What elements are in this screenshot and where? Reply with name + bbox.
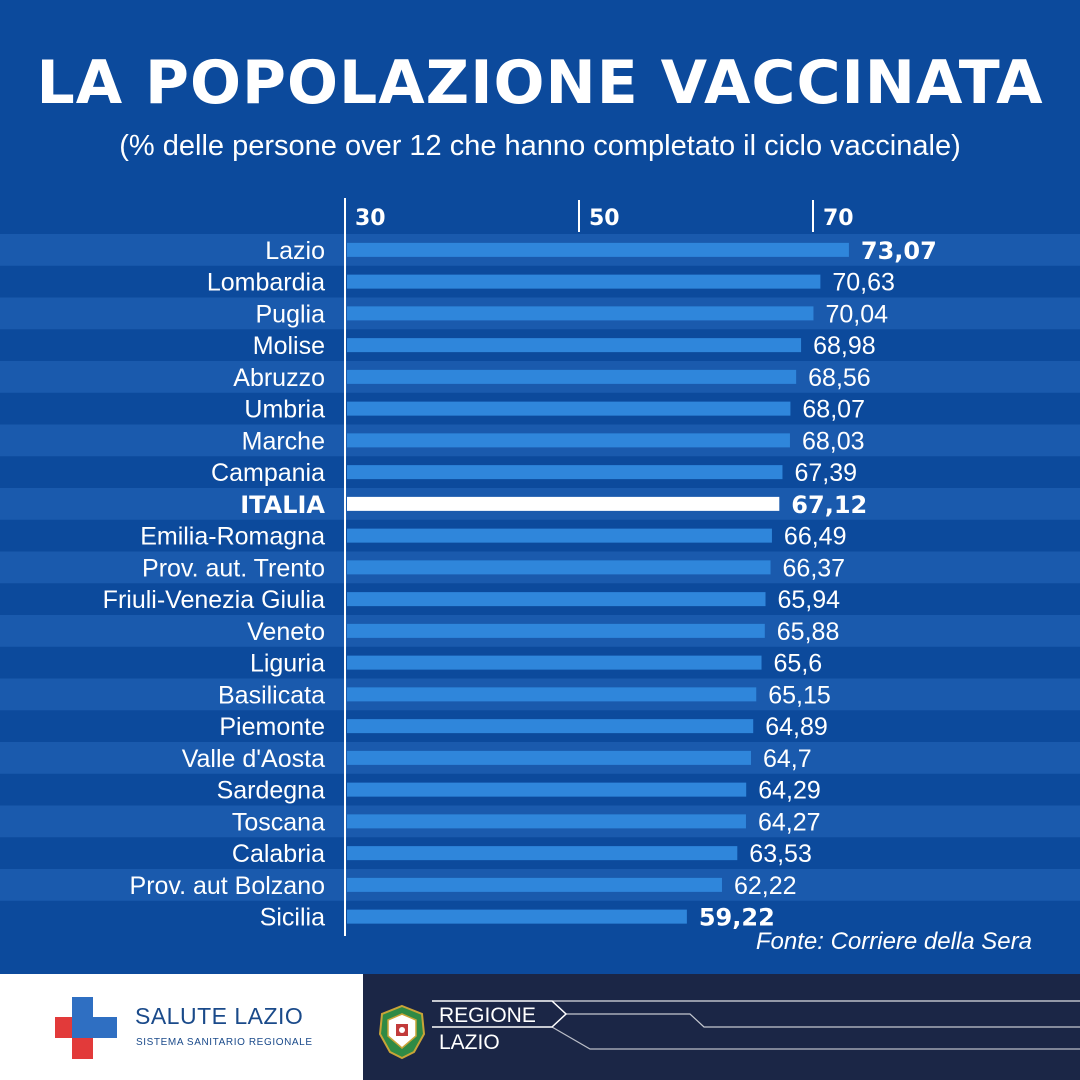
decorative-lines <box>432 1000 1080 1050</box>
regione-lazio-line1: REGIONE <box>439 1004 536 1027</box>
category-label: Prov. aut. Trento <box>142 554 325 582</box>
value-label: 68,98 <box>813 332 876 360</box>
bar <box>347 750 751 765</box>
x-tick-label: 70 <box>823 206 854 231</box>
bar <box>347 433 790 448</box>
bar <box>347 909 687 924</box>
category-label: Lazio <box>265 237 325 265</box>
value-label: 64,27 <box>758 808 821 836</box>
bar-chart: 30 50 70 Lazio Lombardia Puglia Molise Abruzzo… <box>0 198 1080 936</box>
value-label: 66,49 <box>784 523 847 551</box>
bar <box>347 782 747 797</box>
value-label: 64,29 <box>758 777 821 805</box>
category-label: Abruzzo <box>233 364 325 392</box>
bar <box>347 465 783 480</box>
category-label: Prov. aut Bolzano <box>130 872 325 900</box>
source-note: Fonte: Corriere della Sera <box>755 928 1032 955</box>
category-label: Liguria <box>250 650 325 678</box>
bar <box>347 623 765 638</box>
category-label: Basilicata <box>218 681 325 709</box>
bar <box>347 401 791 416</box>
bar <box>347 655 762 670</box>
bar <box>347 846 738 861</box>
bar <box>347 306 814 321</box>
bar <box>347 687 757 702</box>
value-labels: 73,07 70,63 70,04 68,98 68,56 68,07 68,03 67,39… <box>699 237 937 932</box>
value-label: 63,53 <box>749 840 812 868</box>
category-label: Puglia <box>256 300 326 328</box>
bar <box>347 528 772 543</box>
bar <box>347 877 722 892</box>
category-label: Sardegna <box>217 777 326 805</box>
chart-title: LA POPOLAZIONE VACCINATA <box>36 48 1044 118</box>
category-label: ITALIA <box>240 491 325 519</box>
value-label: 68,56 <box>808 364 871 392</box>
value-label: 73,07 <box>861 237 937 265</box>
bar <box>347 338 802 353</box>
bar <box>347 719 754 734</box>
value-label: 62,22 <box>734 872 797 900</box>
bar <box>347 560 771 575</box>
category-label: Piemonte <box>219 713 325 741</box>
value-label: 67,39 <box>794 459 857 487</box>
bars <box>347 242 849 924</box>
category-label: Friuli-Venezia Giulia <box>103 586 325 614</box>
value-label: 64,7 <box>763 745 812 773</box>
x-axis: 30 50 70 <box>344 198 854 936</box>
bar <box>347 592 766 607</box>
value-label: 68,03 <box>802 427 865 455</box>
x-tick-label: 30 <box>355 206 386 231</box>
x-tick-label: 50 <box>589 206 620 231</box>
value-label: 66,37 <box>783 554 846 582</box>
value-label: 67,12 <box>791 491 867 519</box>
category-label: Veneto <box>247 618 325 646</box>
category-labels: Lazio Lombardia Puglia Molise Abruzzo Umbria M… <box>103 237 326 932</box>
value-label: 70,63 <box>832 269 895 297</box>
category-label: Emilia-Romagna <box>140 523 325 551</box>
value-label: 70,04 <box>825 300 888 328</box>
value-label: 65,94 <box>777 586 840 614</box>
cross-icon <box>55 997 117 1059</box>
bar <box>347 496 780 511</box>
category-label: Valle d'Aosta <box>182 745 325 773</box>
value-label: 59,22 <box>699 904 775 932</box>
bar <box>347 369 797 384</box>
category-label: Calabria <box>232 840 325 868</box>
salute-lazio-name: SALUTE LAZIO <box>135 1003 304 1029</box>
category-label: Campania <box>211 459 325 487</box>
value-label: 68,07 <box>802 396 865 424</box>
bar <box>347 242 849 257</box>
value-label: 64,89 <box>765 713 828 741</box>
category-label: Sicilia <box>260 904 325 932</box>
bar <box>347 814 746 829</box>
category-label: Molise <box>253 332 325 360</box>
value-label: 65,15 <box>768 681 831 709</box>
value-label: 65,6 <box>774 650 823 678</box>
bar <box>347 274 821 289</box>
category-label: Umbria <box>244 396 325 424</box>
category-label: Toscana <box>232 808 325 836</box>
value-label: 65,88 <box>777 618 840 646</box>
category-label: Lombardia <box>207 269 325 297</box>
regione-lazio-line2: LAZIO <box>439 1031 500 1054</box>
coat-of-arms-icon <box>378 1004 426 1060</box>
salute-lazio-subtitle: SISTEMA SANITARIO REGIONALE <box>136 1037 313 1048</box>
chart-subtitle: (% delle persone over 12 che hanno compl… <box>119 130 961 162</box>
category-label: Marche <box>242 427 325 455</box>
